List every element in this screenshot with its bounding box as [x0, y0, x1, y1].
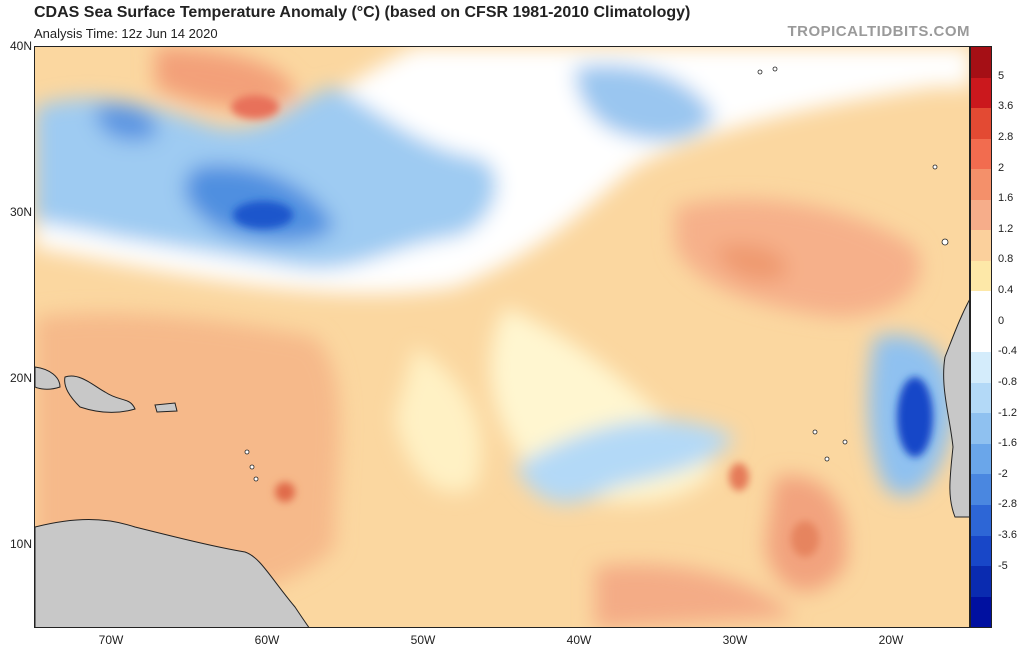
lat-label-30n: 30N	[9, 205, 32, 219]
lon-label-20w: 20W	[878, 633, 904, 647]
colorbar-segment	[971, 596, 991, 628]
colorbar-segment	[971, 291, 991, 322]
colorbar-label: -3.6	[998, 529, 1017, 542]
colorbar-label: -0.8	[998, 375, 1017, 388]
colorbar-segment	[971, 443, 991, 475]
colorbar-label: 0	[998, 314, 1005, 327]
lon-label-70w: 70W	[98, 633, 124, 647]
colorbar-segment	[971, 413, 991, 444]
sst-anomaly-map	[34, 46, 970, 628]
colorbar	[970, 46, 992, 628]
colorbar-label: -5	[998, 559, 1008, 572]
colorbar-segment	[971, 474, 991, 505]
colorbar-segment	[971, 321, 991, 353]
lon-label-40w: 40W	[566, 633, 592, 647]
colorbar-segment	[971, 260, 991, 292]
colorbar-segment	[971, 199, 991, 231]
colorbar-segment	[971, 504, 991, 536]
lat-label-10n: 10N	[9, 537, 32, 551]
colorbar-segment	[971, 566, 991, 597]
colorbar-label: 0.8	[998, 253, 1014, 266]
colorbar-segment	[971, 535, 991, 567]
map-title: CDAS Sea Surface Temperature Anomaly (°C…	[34, 4, 691, 21]
colorbar-label: 3.6	[998, 100, 1014, 113]
colorbar-label: 2	[998, 161, 1005, 174]
colorbar-segment	[971, 77, 991, 109]
lon-label-30w: 30W	[722, 633, 748, 647]
colorbar-segment	[971, 108, 991, 139]
colorbar-label: -0.4	[998, 345, 1017, 358]
lon-label-50w: 50W	[410, 633, 436, 647]
colorbar-label: -1.6	[998, 437, 1017, 450]
colorbar-label: -2	[998, 467, 1008, 480]
colorbar-segment	[971, 138, 991, 170]
colorbar-segment	[971, 230, 991, 261]
colorbar-label: -2.8	[998, 498, 1017, 511]
colorbar-label: 5	[998, 69, 1005, 82]
lat-label-40n: 40N	[9, 39, 32, 53]
colorbar-label: -1.2	[998, 406, 1017, 419]
lon-label-60w: 60W	[254, 633, 280, 647]
lat-label-20n: 20N	[9, 371, 32, 385]
brand-watermark: TROPICALTIDBITS.COM	[787, 23, 970, 40]
colorbar-segment	[971, 47, 991, 78]
colorbar-label: 1.2	[998, 222, 1014, 235]
colorbar-label: 2.8	[998, 130, 1014, 143]
colorbar-segment	[971, 352, 991, 383]
colorbar-label: 1.6	[998, 192, 1014, 205]
analysis-time: Analysis Time: 12z Jun 14 2020	[34, 26, 218, 41]
colorbar-segment	[971, 169, 991, 200]
colorbar-label: 0.4	[998, 284, 1014, 297]
colorbar-segment	[971, 382, 991, 414]
